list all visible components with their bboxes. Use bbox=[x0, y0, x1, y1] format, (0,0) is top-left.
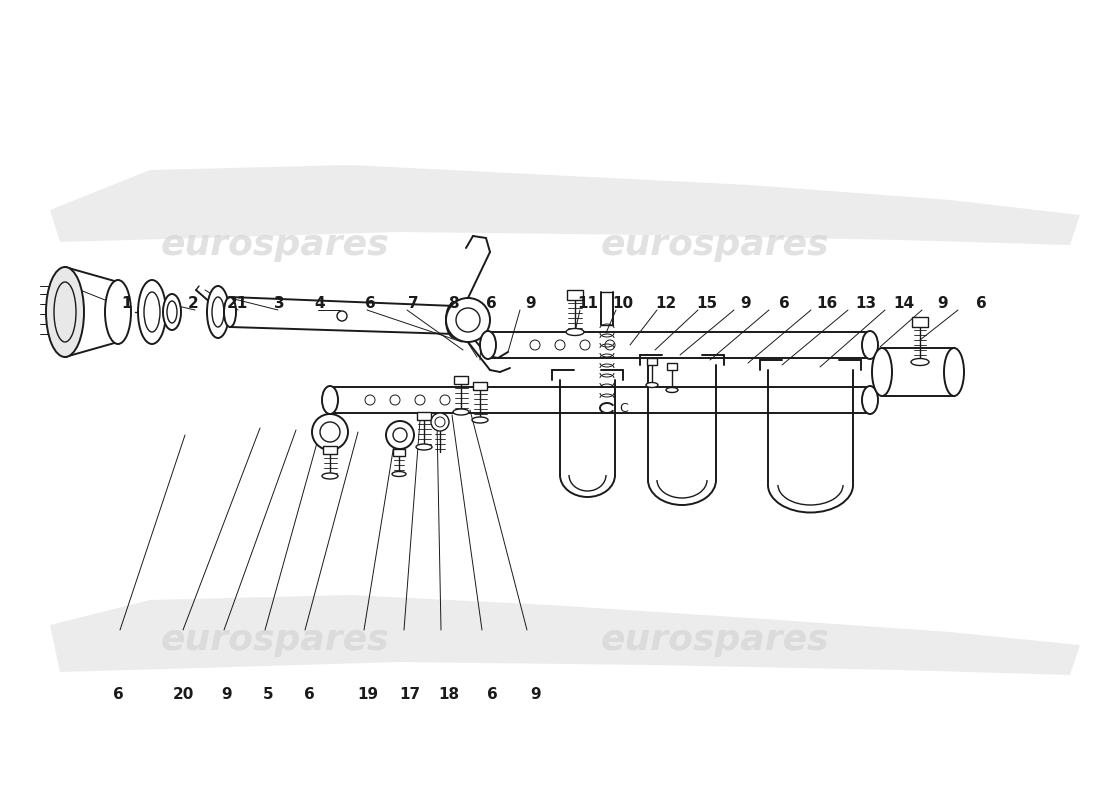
Ellipse shape bbox=[911, 358, 930, 366]
Text: 14: 14 bbox=[893, 297, 915, 311]
Ellipse shape bbox=[453, 409, 469, 415]
Text: 6: 6 bbox=[487, 687, 498, 702]
Text: 18: 18 bbox=[438, 687, 460, 702]
Circle shape bbox=[580, 340, 590, 350]
Text: 6: 6 bbox=[304, 687, 315, 702]
Circle shape bbox=[337, 311, 346, 321]
Bar bbox=[454, 376, 467, 384]
Ellipse shape bbox=[104, 280, 131, 344]
Circle shape bbox=[390, 395, 400, 405]
Text: 19: 19 bbox=[356, 687, 378, 702]
Bar bbox=[323, 446, 337, 454]
Text: 2: 2 bbox=[188, 297, 199, 311]
Ellipse shape bbox=[480, 331, 496, 359]
Bar bbox=[667, 363, 676, 370]
Text: 16: 16 bbox=[816, 297, 838, 311]
Bar bbox=[647, 358, 657, 365]
Text: 1: 1 bbox=[121, 297, 132, 311]
Text: 9: 9 bbox=[221, 687, 232, 702]
Circle shape bbox=[386, 421, 414, 449]
Circle shape bbox=[440, 395, 450, 405]
Ellipse shape bbox=[872, 348, 892, 396]
Ellipse shape bbox=[207, 286, 229, 338]
Text: 7: 7 bbox=[408, 297, 419, 311]
Text: eurospares: eurospares bbox=[601, 623, 829, 657]
Ellipse shape bbox=[416, 444, 432, 450]
Polygon shape bbox=[50, 165, 1080, 245]
Ellipse shape bbox=[566, 329, 584, 335]
Ellipse shape bbox=[944, 348, 964, 396]
Circle shape bbox=[365, 395, 375, 405]
Text: 6: 6 bbox=[486, 297, 497, 311]
Ellipse shape bbox=[666, 387, 678, 393]
Ellipse shape bbox=[138, 280, 166, 344]
Circle shape bbox=[530, 340, 540, 350]
Text: 3: 3 bbox=[274, 297, 285, 311]
Text: 5: 5 bbox=[263, 687, 274, 702]
Ellipse shape bbox=[322, 386, 338, 414]
Text: 9: 9 bbox=[937, 297, 948, 311]
Bar bbox=[393, 449, 405, 456]
Circle shape bbox=[415, 395, 425, 405]
Polygon shape bbox=[50, 595, 1080, 675]
Bar bbox=[473, 382, 487, 390]
Ellipse shape bbox=[472, 417, 488, 423]
Text: 12: 12 bbox=[654, 297, 676, 311]
Text: 9: 9 bbox=[740, 297, 751, 311]
Text: 13: 13 bbox=[855, 297, 877, 311]
Text: 6: 6 bbox=[779, 297, 790, 311]
Ellipse shape bbox=[446, 302, 464, 338]
Bar bbox=[417, 412, 431, 420]
Text: 9: 9 bbox=[530, 687, 541, 702]
Text: 10: 10 bbox=[612, 297, 634, 311]
Text: 6: 6 bbox=[113, 687, 124, 702]
Text: 8: 8 bbox=[448, 297, 459, 311]
Text: 6: 6 bbox=[365, 297, 376, 311]
Text: eurospares: eurospares bbox=[161, 623, 389, 657]
Text: 21: 21 bbox=[227, 297, 249, 311]
Bar bbox=[912, 317, 928, 327]
Text: eurospares: eurospares bbox=[161, 228, 389, 262]
Text: 9: 9 bbox=[525, 297, 536, 311]
Text: 4: 4 bbox=[315, 297, 326, 311]
Ellipse shape bbox=[646, 382, 658, 387]
Circle shape bbox=[431, 413, 449, 431]
Text: 17: 17 bbox=[399, 687, 421, 702]
Ellipse shape bbox=[862, 386, 878, 414]
Ellipse shape bbox=[392, 471, 406, 477]
Ellipse shape bbox=[46, 267, 84, 357]
Circle shape bbox=[556, 340, 565, 350]
Ellipse shape bbox=[224, 297, 236, 327]
Circle shape bbox=[446, 298, 490, 342]
Bar bbox=[566, 290, 583, 300]
Ellipse shape bbox=[322, 473, 338, 479]
Text: eurospares: eurospares bbox=[601, 228, 829, 262]
Text: 6: 6 bbox=[976, 297, 987, 311]
Ellipse shape bbox=[163, 294, 182, 330]
Circle shape bbox=[605, 340, 615, 350]
Circle shape bbox=[312, 414, 348, 450]
Text: C: C bbox=[619, 402, 628, 414]
Text: 11: 11 bbox=[576, 297, 598, 311]
Ellipse shape bbox=[862, 331, 878, 359]
Text: 15: 15 bbox=[696, 297, 718, 311]
Text: 20: 20 bbox=[173, 687, 195, 702]
